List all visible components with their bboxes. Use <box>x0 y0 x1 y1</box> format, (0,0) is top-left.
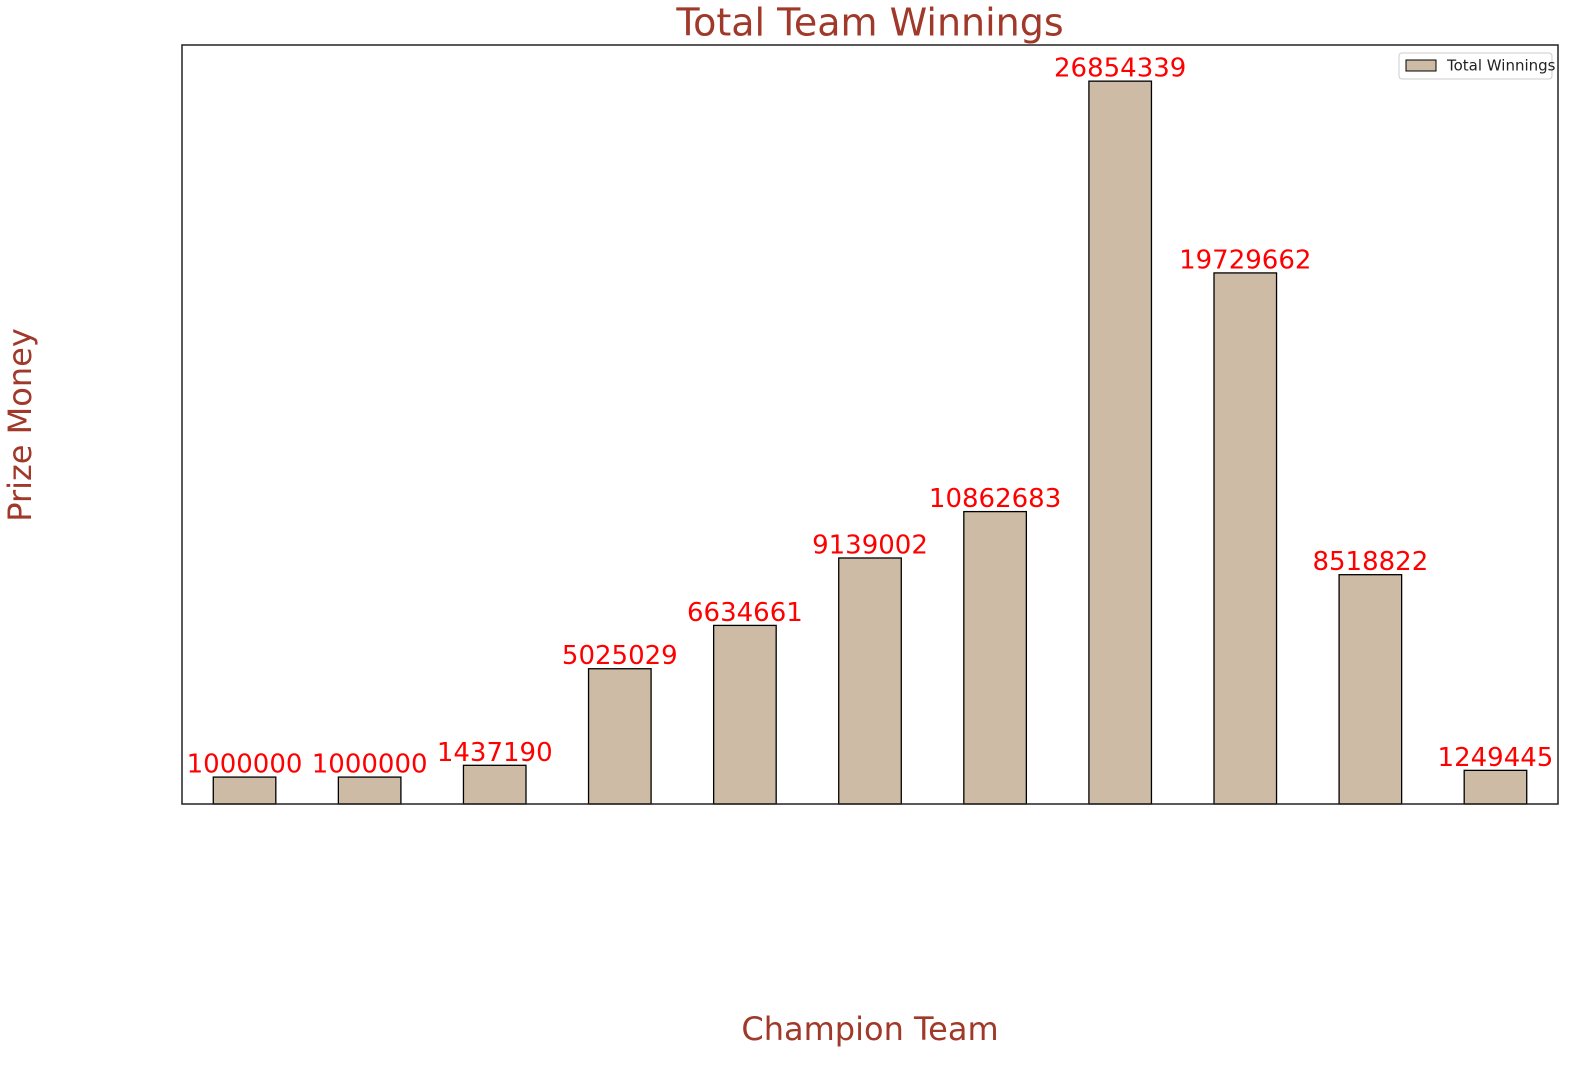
bar <box>587 668 652 805</box>
chart-title: Total Team Winnings <box>675 1 1063 45</box>
legend-box <box>1398 52 1553 80</box>
data-label: 1249445 <box>1438 743 1554 773</box>
data-label: 1437190 <box>437 738 553 768</box>
bar <box>337 776 402 805</box>
bar <box>1463 769 1528 805</box>
data-label: 1000000 <box>312 750 428 780</box>
bar <box>1088 80 1153 805</box>
y-axis-label: Prize Money <box>1 328 39 522</box>
bar <box>838 557 902 805</box>
data-label: 19729662 <box>1179 245 1311 275</box>
legend-label: Total Winnings <box>1446 57 1556 75</box>
x-axis-label: Champion Team <box>741 1010 998 1048</box>
data-label: 6634661 <box>687 598 803 628</box>
data-label: 5025029 <box>562 641 678 671</box>
bar <box>212 776 277 805</box>
data-label: 26854339 <box>1054 54 1186 84</box>
data-label: 1000000 <box>187 750 303 780</box>
bar <box>462 764 527 805</box>
data-label: 9139002 <box>812 530 928 560</box>
plot-frame <box>181 44 1559 805</box>
bar <box>1338 574 1403 805</box>
bar <box>1213 272 1278 805</box>
data-label: 10862683 <box>929 484 1061 514</box>
legend-swatch <box>1405 59 1437 72</box>
data-label: 8518822 <box>1312 547 1428 577</box>
bar <box>712 624 777 805</box>
bar <box>963 510 1028 805</box>
